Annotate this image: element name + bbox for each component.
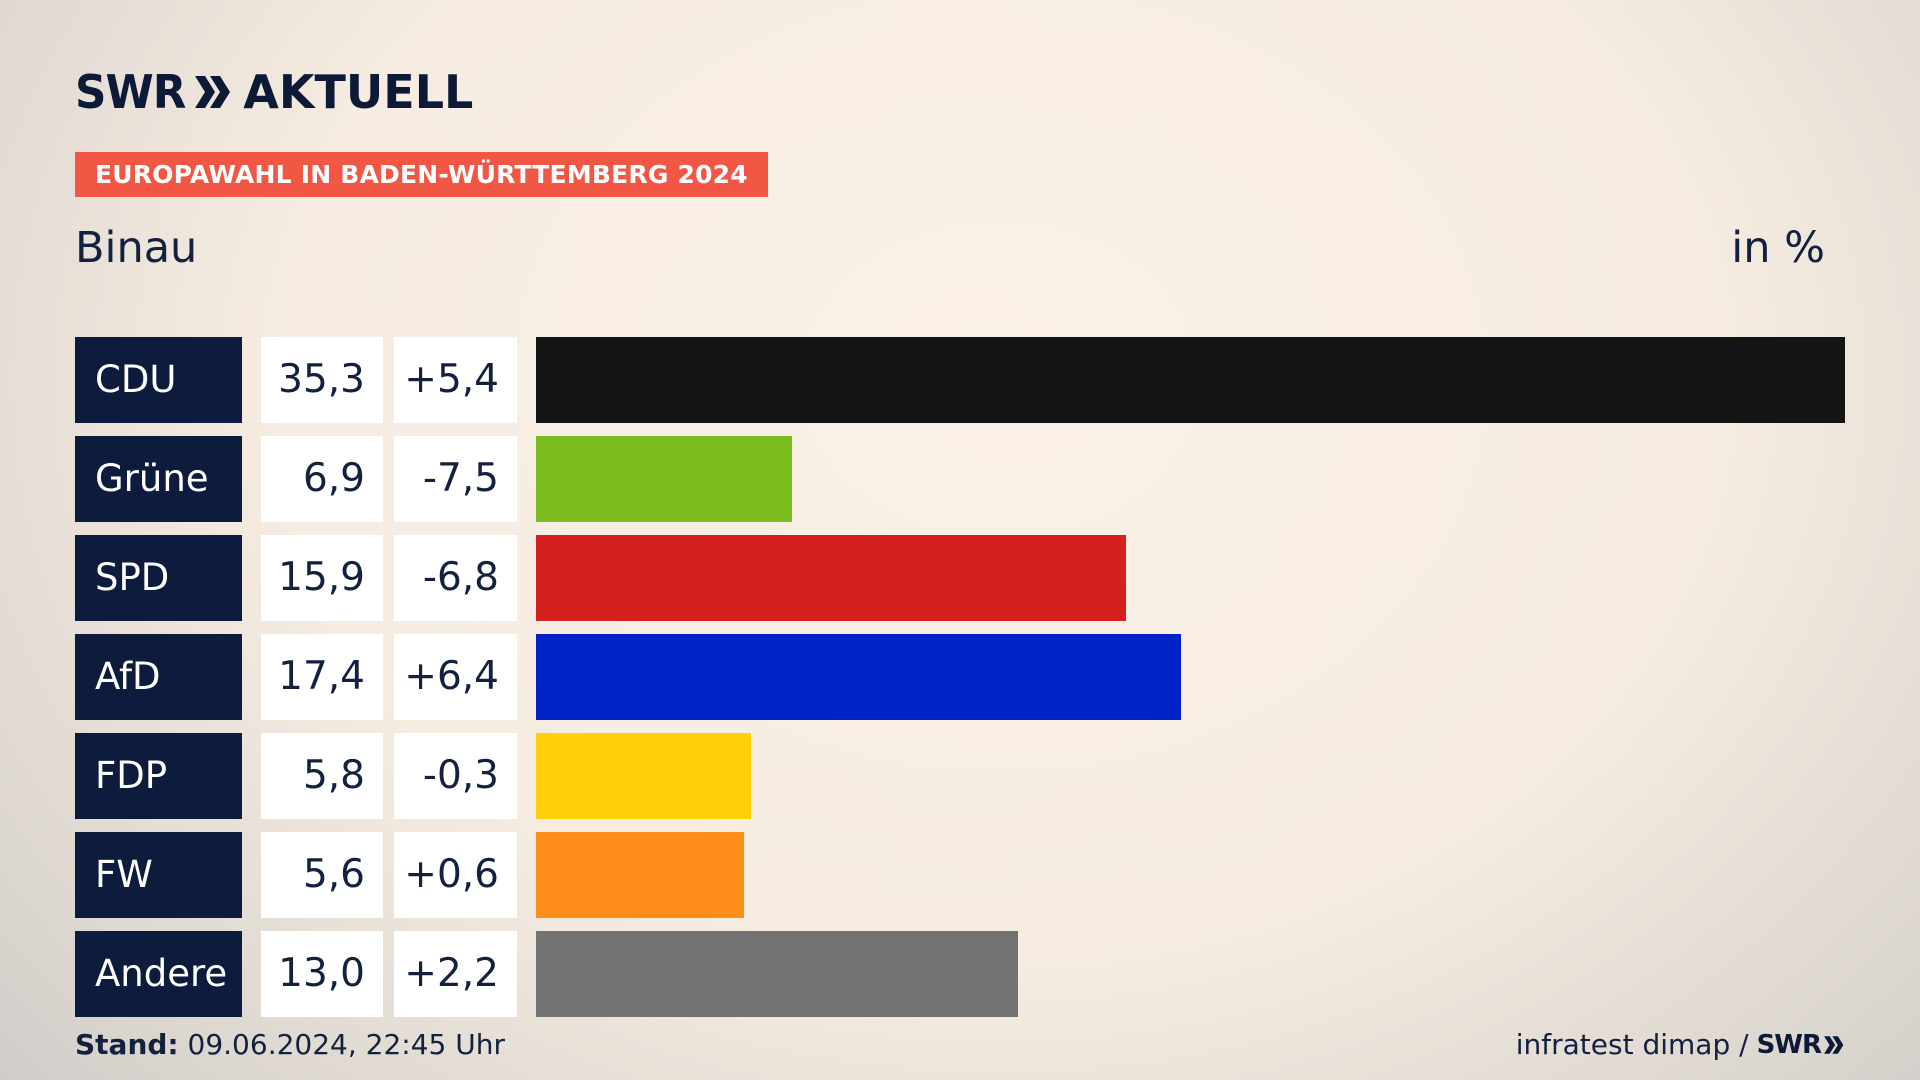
- timestamp-label: Stand:: [75, 1028, 179, 1061]
- swr-aktuell-logo: SWR AKTUELL: [75, 64, 473, 120]
- party-label: Grüne: [75, 436, 242, 522]
- vote-share-label: 15,9: [261, 535, 383, 621]
- source-brand-text: SWR: [1756, 1029, 1822, 1060]
- vote-share-label: 35,3: [261, 337, 383, 423]
- timestamp: Stand: 09.06.2024, 22:45 Uhr: [75, 1028, 505, 1061]
- double-chevron-icon: [1824, 1035, 1844, 1054]
- party-label: CDU: [75, 337, 242, 423]
- source-brand: SWR: [1757, 1030, 1845, 1060]
- change-label: +6,4: [394, 634, 517, 720]
- result-bar: [536, 634, 1181, 720]
- party-label: FW: [75, 832, 242, 918]
- change-label: +2,2: [394, 931, 517, 1017]
- change-label: -0,3: [394, 733, 517, 819]
- result-bar: [536, 436, 792, 522]
- party-label: SPD: [75, 535, 242, 621]
- election-badge: EUROPAWAHL IN BADEN-WÜRTTEMBERG 2024: [75, 152, 768, 197]
- timestamp-value: 09.06.2024, 22:45 Uhr: [187, 1028, 505, 1061]
- party-label: FDP: [75, 733, 242, 819]
- result-bar: [536, 733, 751, 819]
- vote-share-label: 13,0: [261, 931, 383, 1017]
- result-bar: [536, 337, 1845, 423]
- change-label: +0,6: [394, 832, 517, 918]
- result-bar: [536, 931, 1018, 1017]
- unit-label: in %: [1731, 223, 1825, 273]
- result-bar: [536, 535, 1126, 621]
- result-bar: [536, 832, 744, 918]
- vote-share-label: 5,6: [261, 832, 383, 918]
- vote-share-label: 6,9: [261, 436, 383, 522]
- change-label: +5,4: [394, 337, 517, 423]
- vote-share-label: 17,4: [261, 634, 383, 720]
- change-label: -7,5: [394, 436, 517, 522]
- logo-swr-text: SWR: [75, 65, 186, 119]
- source-credit: infratest dimap / SWR: [1516, 1028, 1845, 1061]
- party-label: AfD: [75, 634, 242, 720]
- party-label: Andere: [75, 931, 242, 1017]
- double-chevron-icon: [195, 76, 231, 108]
- region-title: Binau: [75, 223, 198, 273]
- vote-share-label: 5,8: [261, 733, 383, 819]
- change-label: -6,8: [394, 535, 517, 621]
- logo-aktuell-text: AKTUELL: [243, 65, 474, 119]
- source-text: infratest dimap /: [1515, 1028, 1749, 1061]
